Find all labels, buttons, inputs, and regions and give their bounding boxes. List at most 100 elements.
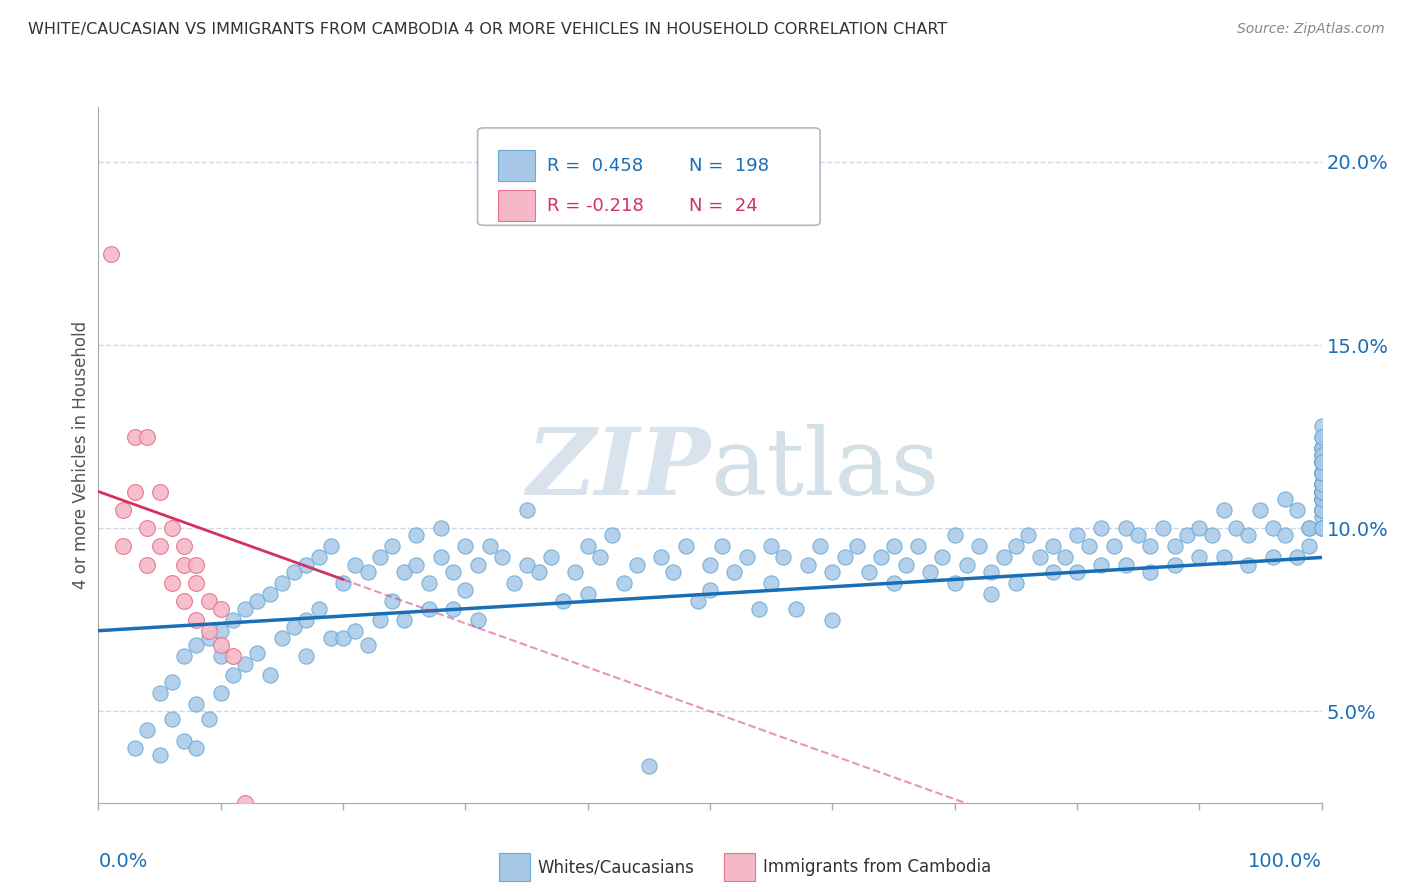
Text: N =  198: N = 198 bbox=[689, 157, 769, 175]
Point bbox=[418, 576, 440, 591]
Point bbox=[381, 540, 404, 554]
Text: Whites/Caucasians: Whites/Caucasians bbox=[537, 858, 695, 876]
Point bbox=[834, 550, 856, 565]
Point bbox=[173, 733, 195, 747]
Text: ZIP: ZIP bbox=[526, 424, 710, 514]
Point bbox=[1310, 491, 1333, 506]
Point bbox=[418, 601, 440, 615]
Point bbox=[1310, 441, 1333, 455]
Point bbox=[136, 558, 159, 572]
Point bbox=[821, 613, 844, 627]
Point bbox=[1261, 521, 1284, 535]
Point bbox=[576, 587, 599, 601]
Point bbox=[1188, 550, 1211, 565]
Point bbox=[626, 558, 648, 572]
Point bbox=[1310, 521, 1333, 535]
Point bbox=[1017, 528, 1039, 542]
Point bbox=[1310, 503, 1333, 517]
Point bbox=[186, 697, 208, 711]
Point bbox=[233, 796, 256, 810]
Point bbox=[454, 583, 477, 598]
Point bbox=[344, 624, 367, 638]
Point bbox=[1310, 455, 1333, 469]
Point bbox=[1310, 477, 1333, 491]
Point bbox=[883, 576, 905, 591]
Point bbox=[491, 550, 513, 565]
Point bbox=[735, 550, 758, 565]
Point bbox=[845, 540, 868, 554]
Point bbox=[295, 558, 318, 572]
Point bbox=[1310, 484, 1333, 499]
Text: atlas: atlas bbox=[710, 424, 939, 514]
Point bbox=[186, 613, 208, 627]
Point bbox=[1274, 528, 1296, 542]
Point bbox=[233, 657, 256, 671]
Point bbox=[467, 558, 489, 572]
Point bbox=[748, 601, 770, 615]
Point bbox=[319, 540, 342, 554]
FancyBboxPatch shape bbox=[498, 190, 536, 221]
Point bbox=[956, 558, 979, 572]
Point bbox=[1310, 484, 1333, 499]
Point bbox=[392, 613, 416, 627]
Point bbox=[540, 550, 562, 565]
Point bbox=[1274, 491, 1296, 506]
Point bbox=[124, 484, 146, 499]
Point bbox=[613, 576, 636, 591]
Point bbox=[308, 601, 330, 615]
Point bbox=[173, 594, 195, 608]
Point bbox=[209, 686, 232, 700]
Point bbox=[1310, 467, 1333, 481]
Point bbox=[1090, 558, 1112, 572]
Point bbox=[246, 646, 269, 660]
Point bbox=[1188, 521, 1211, 535]
Point bbox=[149, 686, 172, 700]
Point bbox=[1310, 491, 1333, 506]
Point bbox=[222, 667, 245, 681]
Point bbox=[246, 594, 269, 608]
Point bbox=[1225, 521, 1247, 535]
Point bbox=[209, 638, 232, 652]
Point bbox=[1310, 477, 1333, 491]
Point bbox=[160, 675, 183, 690]
Point bbox=[1029, 550, 1052, 565]
Point bbox=[723, 565, 745, 579]
Point bbox=[1310, 467, 1333, 481]
Point bbox=[1115, 558, 1137, 572]
Point bbox=[454, 540, 477, 554]
Point bbox=[1310, 503, 1333, 517]
Point bbox=[356, 565, 378, 579]
Text: 0.0%: 0.0% bbox=[98, 852, 148, 871]
Text: R =  0.458: R = 0.458 bbox=[547, 157, 644, 175]
Point bbox=[1310, 441, 1333, 455]
Point bbox=[149, 540, 172, 554]
FancyBboxPatch shape bbox=[478, 128, 820, 226]
Point bbox=[1175, 528, 1198, 542]
Point bbox=[160, 576, 183, 591]
Point bbox=[515, 558, 537, 572]
Point bbox=[761, 576, 783, 591]
Point bbox=[1310, 484, 1333, 499]
Point bbox=[1310, 455, 1333, 469]
Point bbox=[1298, 521, 1320, 535]
Point bbox=[368, 550, 391, 565]
Point bbox=[1066, 528, 1088, 542]
Point bbox=[1310, 491, 1333, 506]
Point bbox=[761, 540, 783, 554]
Point bbox=[1310, 510, 1333, 524]
Point bbox=[136, 521, 159, 535]
Point bbox=[907, 540, 929, 554]
Point bbox=[980, 565, 1002, 579]
Point bbox=[1237, 558, 1260, 572]
Point bbox=[173, 540, 195, 554]
Point bbox=[675, 540, 697, 554]
Point bbox=[233, 601, 256, 615]
Point bbox=[1212, 503, 1234, 517]
Point bbox=[1139, 565, 1161, 579]
Point bbox=[1310, 448, 1333, 462]
Point bbox=[1298, 521, 1320, 535]
Point bbox=[1164, 558, 1187, 572]
Point bbox=[1053, 550, 1076, 565]
Point bbox=[124, 429, 146, 443]
Point bbox=[209, 601, 232, 615]
